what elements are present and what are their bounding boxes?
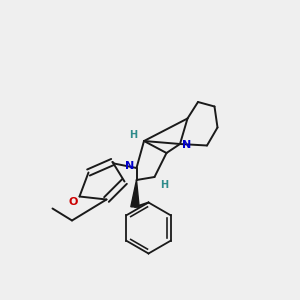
Text: H: H [129,130,138,140]
Text: N: N [125,160,134,171]
Text: H: H [160,179,168,190]
Text: N: N [182,140,191,151]
Polygon shape [131,180,139,207]
Text: O: O [68,197,78,207]
